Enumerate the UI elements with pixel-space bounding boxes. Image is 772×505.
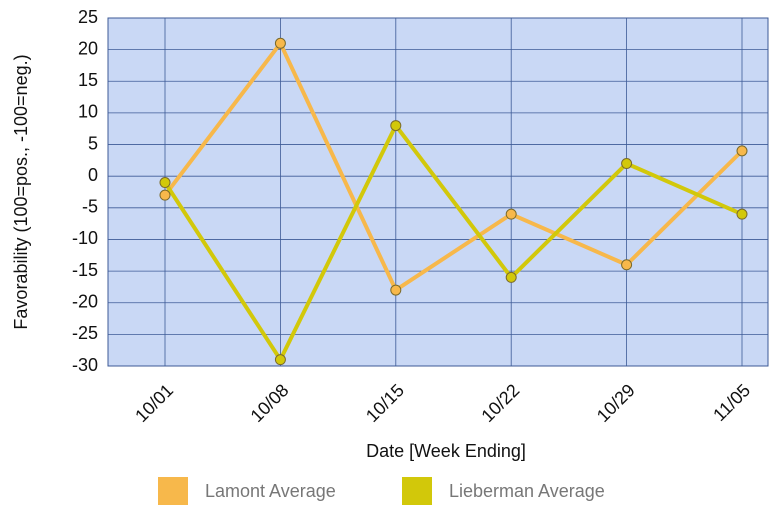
legend-swatch bbox=[402, 477, 432, 505]
series-line bbox=[163, 123, 743, 362]
x-tick-label: 10/08 bbox=[247, 380, 293, 426]
y-tick-label: -30 bbox=[72, 355, 98, 375]
x-axis-label: Date [Week Ending] bbox=[366, 441, 526, 461]
point bbox=[505, 208, 517, 220]
legend-text: Lieberman Average bbox=[449, 481, 605, 501]
point bbox=[159, 177, 171, 189]
x-tick-label: 10/22 bbox=[477, 380, 523, 426]
y-tick-label: -10 bbox=[72, 228, 98, 248]
y-tick-label: 5 bbox=[88, 133, 98, 153]
x-tick-label: 10/01 bbox=[131, 380, 177, 426]
y-tick-label: 0 bbox=[88, 165, 98, 185]
series-line bbox=[163, 41, 744, 293]
y-tick-label: -5 bbox=[82, 197, 98, 217]
plot-area bbox=[107, 17, 769, 367]
legend-item: Lieberman Average bbox=[402, 477, 605, 505]
y-tick-label: 10 bbox=[78, 102, 98, 122]
legend-swatch bbox=[158, 477, 188, 505]
y-tick-label: 15 bbox=[78, 70, 98, 90]
point bbox=[274, 37, 286, 49]
x-tick-label: 10/29 bbox=[593, 380, 639, 426]
y-axis-label: Favorability (100=pos., -100=neg.) bbox=[11, 54, 31, 329]
y-tick-label: 25 bbox=[78, 7, 98, 27]
point bbox=[390, 284, 402, 296]
point bbox=[736, 208, 748, 220]
y-tick-label: 20 bbox=[78, 38, 98, 58]
point bbox=[736, 145, 748, 157]
point bbox=[274, 354, 286, 366]
y-tick-label: -20 bbox=[72, 291, 98, 311]
y-tick-label: -15 bbox=[72, 260, 98, 280]
point bbox=[621, 158, 633, 170]
legend-text: Lamont Average bbox=[205, 481, 336, 501]
point bbox=[390, 120, 402, 132]
point bbox=[159, 189, 171, 201]
x-tick-label: 11/05 bbox=[709, 380, 754, 425]
y-tick-label: -25 bbox=[72, 323, 98, 343]
legend-item: Lamont Average bbox=[158, 477, 336, 505]
x-tick-label: 10/15 bbox=[362, 380, 408, 426]
point bbox=[621, 259, 633, 271]
point bbox=[505, 271, 517, 283]
